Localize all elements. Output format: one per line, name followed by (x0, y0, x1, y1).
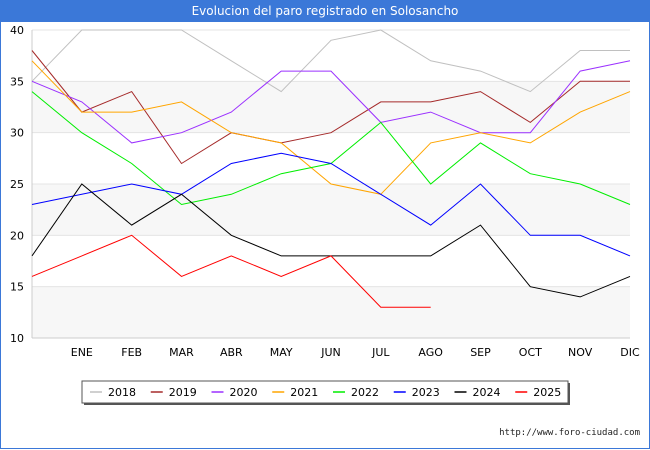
series-line-2020 (31, 60, 631, 144)
legend-label-2025: 2025 (533, 386, 561, 399)
legend-label-2021: 2021 (290, 386, 318, 399)
series-line-2021 (31, 60, 631, 195)
x-tick-label: DIC (620, 346, 640, 359)
x-tick-label: JUN (320, 346, 341, 359)
series-line-2019 (31, 50, 630, 165)
series-line-2023 (31, 152, 631, 257)
y-tick-label: 35 (10, 75, 24, 88)
y-tick-label: 40 (10, 24, 24, 37)
legend-label-2020: 2020 (230, 386, 258, 399)
legend-box (81, 380, 569, 404)
chart-title: Evolucion del paro registrado en Solosan… (0, 0, 650, 22)
x-tick-label: ENE (71, 346, 93, 359)
y-tick-label: 10 (10, 332, 24, 345)
series-line-2025 (31, 234, 431, 308)
legend-label-2022: 2022 (351, 386, 379, 399)
x-tick-label: ABR (220, 346, 243, 359)
y-tick-label: 25 (10, 178, 24, 191)
x-tick-label: NOV (568, 346, 593, 359)
x-tick-label: MAR (169, 346, 194, 359)
x-tick-label: OCT (519, 346, 542, 359)
grid-band (32, 184, 630, 236)
y-tick-label: 20 (10, 229, 24, 242)
source-label[interactable]: http://www.foro-ciudad.com (499, 428, 640, 438)
grid-band (32, 286, 630, 338)
series-line-2018 (31, 29, 630, 93)
grid-band (32, 81, 630, 133)
legend-label-2024: 2024 (473, 386, 501, 399)
x-tick-label: AGO (418, 346, 443, 359)
legend-label-2019: 2019 (169, 386, 197, 399)
grid-band (32, 132, 630, 184)
x-tick-label: JUL (371, 346, 390, 359)
legend-label-2023: 2023 (412, 386, 440, 399)
y-tick-label: 30 (10, 127, 24, 140)
x-tick-label: SEP (470, 346, 491, 359)
grid-band (32, 30, 630, 82)
x-tick-label: FEB (121, 346, 142, 359)
y-tick-label: 15 (10, 281, 24, 294)
x-tick-label: MAY (270, 346, 293, 359)
grid-band (32, 235, 630, 287)
legend-label-2018: 2018 (108, 386, 136, 399)
